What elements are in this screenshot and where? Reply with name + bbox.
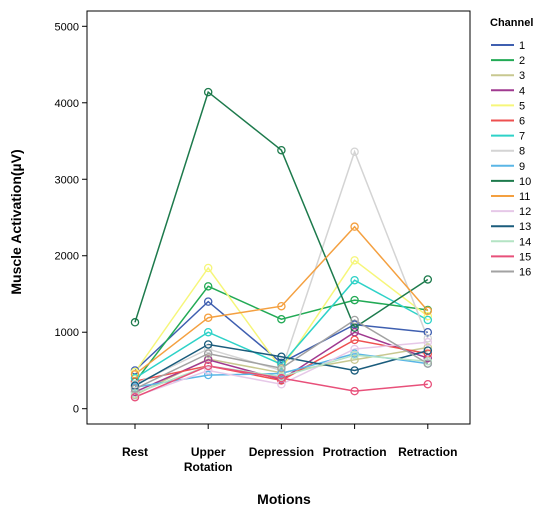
- data-point-1: [203, 297, 213, 306]
- data-point-7: [350, 275, 359, 285]
- data-point-9: [277, 369, 286, 378]
- data-point-4: [203, 355, 213, 365]
- x-tick-label: Depression: [249, 445, 314, 459]
- data-point-12: [350, 344, 359, 354]
- series-line-13: [134, 343, 428, 387]
- data-point-12: [423, 337, 433, 347]
- data-point-11: [277, 301, 286, 311]
- data-point-13: [277, 352, 286, 361]
- data-point-13: [203, 340, 213, 349]
- data-point-14: [350, 350, 359, 360]
- data-point-8: [203, 344, 213, 354]
- plot-frame: [86, 10, 471, 425]
- y-tick-label: 3000: [55, 174, 79, 186]
- y-tick-label: 0: [73, 404, 79, 416]
- data-point-7: [423, 315, 433, 325]
- data-point-16: [203, 349, 213, 358]
- data-point-15: [130, 392, 140, 402]
- y-axis-label: Muscle Activation(µV): [8, 149, 24, 294]
- legend-label-14: 14: [519, 236, 531, 248]
- series-line-10: [134, 90, 429, 329]
- data-point-5: [350, 256, 359, 265]
- data-point-5: [203, 263, 213, 273]
- legend-label-6: 6: [519, 116, 525, 128]
- x-tick-label: Protraction: [323, 445, 387, 459]
- data-point-10: [203, 87, 213, 97]
- legend-label-5: 5: [519, 100, 525, 112]
- data-point-2: [277, 314, 286, 324]
- y-tick-label: 4000: [55, 98, 79, 110]
- data-point-11: [130, 370, 140, 379]
- data-point-10: [423, 275, 433, 284]
- data-point-7: [203, 327, 213, 337]
- legend-label-15: 15: [519, 251, 531, 263]
- data-point-6: [350, 335, 359, 345]
- series-lines: [134, 90, 429, 398]
- series-line-2: [134, 285, 428, 383]
- data-point-16: [423, 359, 433, 368]
- legend-label-2: 2: [519, 55, 525, 67]
- legend-label-10: 10: [519, 176, 531, 188]
- data-point-15: [350, 386, 359, 396]
- series-line-11: [134, 225, 429, 375]
- data-point-1: [423, 327, 433, 337]
- y-tick-label: 2000: [55, 251, 79, 263]
- data-point-12: [203, 366, 213, 375]
- series-line-15: [134, 365, 428, 398]
- data-point-10: [130, 318, 140, 327]
- series-markers: [130, 87, 433, 402]
- data-point-2: [203, 282, 213, 291]
- data-point-14: [423, 357, 433, 366]
- data-point-13: [423, 346, 433, 355]
- legend-label-7: 7: [519, 131, 525, 143]
- legend-label-1: 1: [519, 40, 525, 52]
- data-point-15: [277, 373, 286, 383]
- data-point-2: [350, 295, 359, 305]
- series-line-1: [134, 300, 428, 372]
- x-axis-label: Motions: [257, 491, 311, 507]
- y-tick-label: 1000: [55, 327, 79, 339]
- x-tick-label: Upper Rotation: [184, 445, 233, 474]
- data-point-11: [203, 313, 213, 322]
- data-point-5: [423, 311, 433, 321]
- data-point-8: [350, 147, 359, 156]
- legend-label-11: 11: [519, 191, 530, 203]
- axes: 0 1000 2000 3000 4000 5000 Rest Upper Rotation De…: [55, 10, 471, 474]
- data-point-15: [203, 361, 213, 371]
- y-tick-label: 5000: [55, 21, 79, 33]
- x-tick-label: Rest: [122, 445, 148, 459]
- data-point-11: [423, 306, 433, 316]
- data-point-16: [277, 363, 286, 373]
- data-point-9: [203, 370, 213, 380]
- legend-label-8: 8: [519, 146, 525, 158]
- data-point-16: [350, 315, 359, 325]
- data-point-13: [350, 366, 359, 375]
- data-point-15: [423, 379, 433, 389]
- legend-label-9: 9: [519, 161, 525, 173]
- data-point-14: [130, 389, 140, 398]
- x-tick-label: Retraction: [398, 445, 457, 459]
- data-point-10: [277, 145, 286, 155]
- data-point-3: [423, 343, 433, 352]
- legend-label-12: 12: [519, 206, 531, 218]
- data-point-3: [350, 355, 359, 365]
- legend-label-16: 16: [519, 267, 531, 279]
- data-point-5: [130, 367, 140, 377]
- data-point-16: [130, 384, 140, 394]
- legend-label-4: 4: [519, 85, 525, 97]
- data-point-11: [350, 222, 359, 231]
- legend-label-13: 13: [519, 221, 531, 233]
- legend-label-3: 3: [519, 70, 525, 82]
- data-point-8: [423, 334, 433, 343]
- legend-title: Channel: [490, 17, 533, 29]
